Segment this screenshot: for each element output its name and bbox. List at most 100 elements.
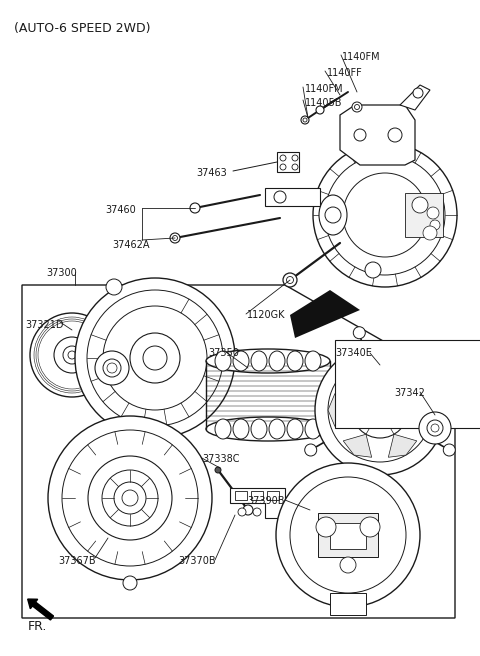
Polygon shape	[340, 105, 415, 165]
Circle shape	[95, 351, 129, 385]
Text: 1140FM: 1140FM	[342, 52, 381, 62]
Circle shape	[290, 477, 406, 593]
Circle shape	[366, 396, 394, 424]
Circle shape	[243, 505, 253, 515]
Polygon shape	[328, 394, 352, 426]
Circle shape	[430, 220, 440, 230]
Bar	[330, 523, 366, 549]
Circle shape	[315, 345, 445, 475]
Circle shape	[355, 104, 360, 110]
Ellipse shape	[287, 419, 303, 439]
Circle shape	[114, 482, 146, 514]
Ellipse shape	[305, 351, 321, 371]
Text: 37350: 37350	[208, 348, 239, 358]
Circle shape	[292, 164, 298, 170]
Circle shape	[431, 424, 439, 432]
Circle shape	[340, 557, 356, 573]
Circle shape	[123, 576, 137, 590]
Circle shape	[274, 191, 286, 203]
Circle shape	[75, 278, 235, 438]
Circle shape	[172, 236, 178, 241]
Circle shape	[63, 346, 81, 364]
Bar	[265, 188, 320, 206]
Polygon shape	[343, 434, 372, 457]
Text: 37342: 37342	[394, 388, 425, 398]
Circle shape	[103, 306, 207, 410]
Circle shape	[229, 350, 245, 366]
Circle shape	[276, 463, 420, 607]
Ellipse shape	[269, 419, 285, 439]
Ellipse shape	[233, 351, 249, 371]
Circle shape	[365, 262, 381, 278]
Circle shape	[253, 508, 261, 516]
Circle shape	[190, 203, 200, 213]
Text: 37462A: 37462A	[112, 240, 149, 250]
Circle shape	[143, 346, 167, 370]
Circle shape	[423, 226, 437, 240]
Circle shape	[360, 517, 380, 537]
Circle shape	[444, 444, 456, 456]
Circle shape	[88, 456, 172, 540]
Circle shape	[419, 412, 451, 444]
Circle shape	[292, 155, 298, 161]
Text: 1140FF: 1140FF	[327, 68, 363, 78]
Circle shape	[122, 490, 138, 506]
Text: 37321D: 37321D	[25, 320, 63, 330]
Bar	[267, 491, 279, 500]
Ellipse shape	[215, 419, 231, 439]
Text: (AUTO-6 SPEED 2WD): (AUTO-6 SPEED 2WD)	[14, 22, 151, 35]
Circle shape	[388, 128, 402, 142]
Circle shape	[280, 155, 286, 161]
Circle shape	[352, 382, 408, 438]
Ellipse shape	[269, 351, 285, 371]
Circle shape	[325, 155, 445, 275]
Text: 37390B: 37390B	[247, 496, 285, 506]
Bar	[335, 340, 480, 428]
Circle shape	[87, 290, 223, 426]
Text: 37300: 37300	[46, 268, 77, 278]
Circle shape	[427, 207, 439, 219]
Circle shape	[106, 279, 122, 295]
Circle shape	[130, 333, 180, 383]
Circle shape	[34, 317, 110, 393]
Circle shape	[303, 118, 307, 122]
Circle shape	[238, 508, 246, 516]
Ellipse shape	[305, 419, 321, 439]
Bar	[405, 193, 443, 237]
Circle shape	[38, 321, 106, 389]
Ellipse shape	[206, 349, 330, 373]
Circle shape	[316, 106, 324, 114]
Circle shape	[352, 102, 362, 112]
Ellipse shape	[287, 351, 303, 371]
FancyArrow shape	[28, 599, 54, 620]
Text: 37463: 37463	[196, 168, 227, 178]
Circle shape	[280, 164, 286, 170]
Polygon shape	[343, 363, 372, 386]
Circle shape	[305, 444, 317, 456]
Text: 11405B: 11405B	[305, 98, 343, 108]
Ellipse shape	[215, 351, 231, 371]
Circle shape	[313, 143, 457, 287]
Circle shape	[325, 207, 341, 223]
Circle shape	[412, 197, 428, 213]
Text: FR.: FR.	[28, 620, 48, 633]
Text: 1120GK: 1120GK	[247, 310, 286, 320]
Ellipse shape	[251, 419, 267, 439]
Ellipse shape	[319, 195, 347, 235]
Bar	[318, 513, 378, 557]
Circle shape	[62, 430, 198, 566]
Ellipse shape	[206, 417, 330, 441]
Polygon shape	[230, 488, 285, 518]
Circle shape	[38, 321, 106, 389]
Text: 37340E: 37340E	[335, 348, 372, 358]
Circle shape	[283, 273, 297, 287]
Circle shape	[54, 337, 90, 373]
Circle shape	[413, 88, 423, 98]
Circle shape	[106, 421, 122, 437]
Circle shape	[30, 313, 114, 397]
Circle shape	[107, 363, 117, 373]
Text: 1140FM: 1140FM	[305, 84, 344, 94]
Text: 37338C: 37338C	[202, 454, 240, 464]
Circle shape	[354, 129, 366, 141]
Polygon shape	[22, 285, 455, 618]
